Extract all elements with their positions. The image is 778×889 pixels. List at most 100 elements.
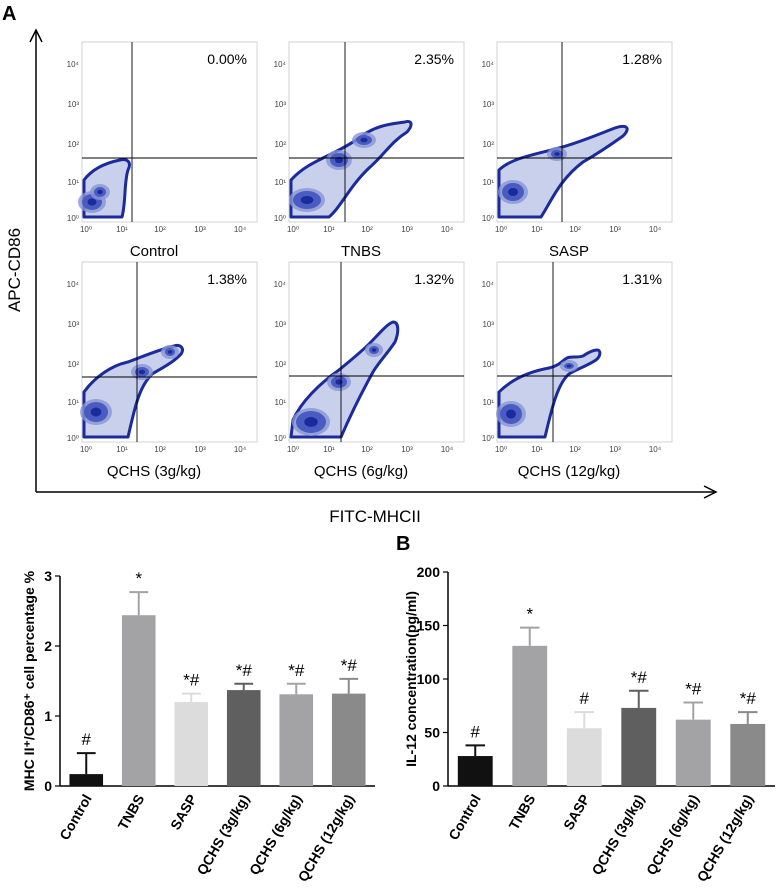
- flow-y-tick-label: 10³: [482, 320, 494, 329]
- flow-x-tick-label: 10⁰: [287, 445, 299, 454]
- x-tick-label: QCHS (6g/kg): [643, 792, 702, 878]
- flow-y-tick-label: 10²: [67, 140, 79, 149]
- bar: [279, 694, 314, 786]
- x-tick-label: SASP: [167, 792, 200, 833]
- flow-y-tick-label: 10²: [482, 140, 494, 149]
- bar-charts: MHC II⁺/CD86⁺ cell percentage % 0 1 2 3 # Cont…: [21, 533, 775, 884]
- flow-x-tick-label: 10³: [401, 225, 413, 234]
- flow-x-tick-label: 10³: [609, 225, 621, 234]
- quadrant-percentage: 0.00%: [207, 51, 247, 67]
- flow-y-tick-label: 10²: [482, 360, 494, 369]
- flow-x-tick-label: 10⁴: [649, 445, 662, 454]
- density-core: [371, 348, 377, 352]
- flow-plot-caption: TNBS: [341, 243, 381, 260]
- density-core: [554, 152, 560, 156]
- flow-x-tick-label: 10³: [401, 445, 413, 454]
- significance-marker: *: [135, 569, 142, 588]
- y-axis-label: IL-12 concentration(pg/ml): [403, 591, 419, 767]
- density-core: [304, 417, 318, 427]
- bar: [121, 615, 156, 786]
- panel-a-y-axis-title: APC-CD86: [5, 228, 24, 312]
- y-axis-label: MHC II⁺/CD86⁺ cell percentage %: [21, 570, 37, 791]
- density-core: [335, 379, 343, 385]
- y-tick-label: 0: [432, 778, 440, 794]
- flow-x-tick-label: 10¹: [531, 225, 543, 234]
- flow-x-tick-label: 10³: [194, 445, 206, 454]
- x-tick-label: QCHS (12g/kg): [294, 792, 357, 885]
- significance-marker: *: [526, 605, 533, 624]
- flow-y-tick-label: 10³: [274, 320, 286, 329]
- bar: [226, 690, 261, 786]
- flow-x-tick-label: 10¹: [323, 445, 335, 454]
- quadrant-percentage: 1.31%: [622, 271, 662, 287]
- bar: [69, 774, 104, 786]
- quadrant-percentage: 2.35%: [414, 51, 454, 67]
- flow-y-tick-label: 10⁴: [67, 60, 80, 69]
- flow-x-tick-label: 10¹: [323, 225, 335, 234]
- x-tick-label: QCHS (3g/kg): [588, 792, 647, 878]
- flow-y-tick-label: 10¹: [482, 178, 494, 187]
- bar: [566, 728, 602, 786]
- bar-chart: B IL-12 concentration(pg/ml) 0 50 100 150 200 #…: [396, 533, 775, 884]
- bar: [457, 756, 493, 786]
- x-tick-label: QCHS (3g/kg): [193, 792, 252, 878]
- flow-y-tick-label: 10⁴: [482, 280, 495, 289]
- x-tick-label: QCHS (6g/kg): [246, 792, 305, 878]
- flow-y-tick-label: 10¹: [274, 178, 286, 187]
- x-tick-label: QCHS (12g/kg): [693, 792, 756, 885]
- density-core: [506, 409, 516, 419]
- significance-marker: *#: [236, 661, 253, 680]
- flow-x-tick-label: 10²: [361, 225, 373, 234]
- x-tick-label: TNBS: [505, 792, 538, 833]
- density-core: [360, 137, 368, 143]
- significance-marker: #: [82, 730, 92, 749]
- flow-x-tick-label: 10¹: [531, 445, 543, 454]
- significance-marker: #: [580, 689, 590, 708]
- quadrant-percentage: 1.28%: [622, 51, 662, 67]
- y-tick-label: 150: [417, 618, 441, 634]
- flow-y-tick-label: 10⁰: [67, 434, 79, 443]
- cell-population: [497, 124, 629, 219]
- flow-x-tick-label: 10²: [154, 445, 166, 454]
- flow-x-tick-label: 10²: [569, 445, 581, 454]
- flow-plot-caption: QCHS (6g/kg): [314, 463, 408, 480]
- bar-chart: MHC II⁺/CD86⁺ cell percentage % 0 1 2 3 # Cont…: [21, 568, 375, 884]
- flow-x-tick-label: 10³: [194, 225, 206, 234]
- flow-x-tick-label: 10⁰: [80, 445, 92, 454]
- bar: [512, 645, 548, 786]
- significance-marker: *#: [341, 656, 358, 675]
- flow-x-tick-label: 10⁴: [234, 225, 247, 234]
- quadrant-percentage: 1.32%: [414, 271, 454, 287]
- density-core: [300, 195, 314, 205]
- flow-plot-caption: QCHS (12g/kg): [518, 463, 621, 480]
- quadrant-percentage: 1.38%: [207, 271, 247, 287]
- significance-marker: #: [471, 722, 481, 741]
- density-core: [87, 198, 97, 206]
- flow-x-tick-label: 10⁰: [287, 225, 299, 234]
- significance-marker: *#: [740, 689, 757, 708]
- panel-a-x-axis-title: FITC-MHCII: [329, 507, 421, 526]
- density-core: [508, 187, 518, 197]
- density-core: [167, 350, 173, 354]
- flow-y-tick-label: 10¹: [67, 178, 79, 187]
- flow-x-tick-label: 10²: [361, 445, 373, 454]
- x-tick-label: TNBS: [114, 792, 147, 833]
- flow-x-tick-label: 10⁴: [441, 445, 454, 454]
- significance-marker: *#: [288, 661, 305, 680]
- flow-x-tick-label: 10²: [569, 225, 581, 234]
- y-tick-label: 0: [44, 778, 52, 794]
- flow-y-tick-label: 10¹: [274, 398, 286, 407]
- y-tick-label: 200: [417, 564, 441, 580]
- flow-y-tick-label: 10⁴: [67, 280, 80, 289]
- flow-y-tick-label: 10³: [67, 100, 79, 109]
- y-tick-label: 100: [417, 671, 441, 687]
- y-tick-label: 50: [424, 725, 440, 741]
- y-tick-label: 2: [44, 638, 52, 654]
- panel-a-axes: [29, 28, 718, 499]
- flow-y-tick-label: 10³: [67, 320, 79, 329]
- flow-y-tick-label: 10²: [274, 140, 286, 149]
